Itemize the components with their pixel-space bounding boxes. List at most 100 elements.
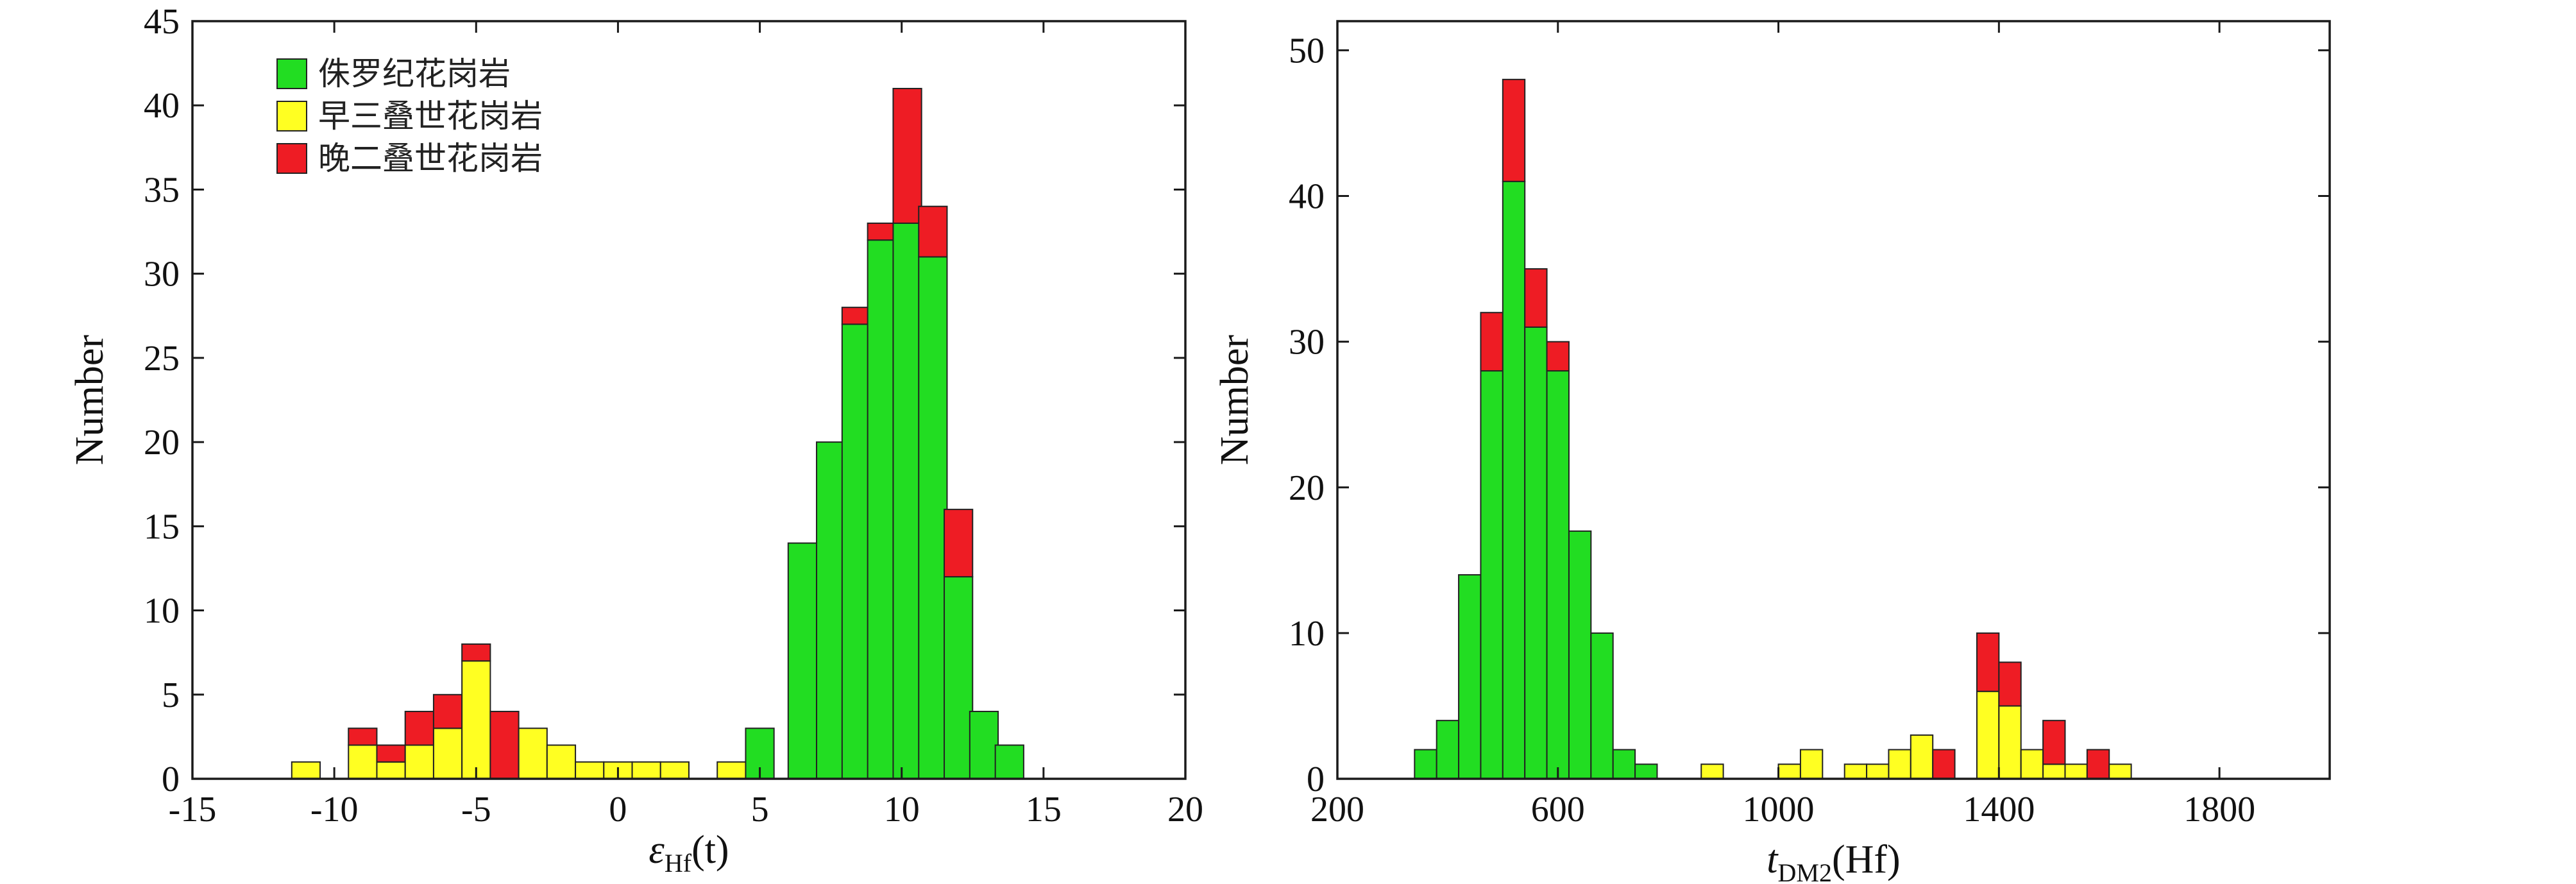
bar-jurassic (1502, 180, 1526, 780)
bar-early-triassic (2042, 763, 2066, 779)
y-tick-label: 30 (1289, 323, 1325, 362)
bar-late-permian (461, 643, 491, 662)
bar-late-permian (1976, 632, 2000, 692)
y-axis-label: Number (68, 335, 112, 466)
bar-late-permian (1998, 661, 2022, 707)
bar-early-triassic (659, 761, 690, 780)
bar-early-triassic (716, 761, 747, 780)
y-tick-label: 10 (144, 591, 180, 631)
bar-late-permian (1932, 749, 1956, 779)
bar-jurassic (994, 744, 1024, 779)
bar-early-triassic (518, 727, 548, 780)
y-tick-label: 50 (1289, 31, 1325, 71)
x-tick-label: 10 (884, 790, 920, 829)
bars (291, 87, 1024, 780)
bar-early-triassic (461, 660, 491, 780)
x-tick-label: -10 (310, 790, 359, 829)
bar-jurassic (1546, 370, 1570, 779)
x-tick-label: 600 (1531, 790, 1585, 829)
bar-late-permian (841, 307, 872, 325)
x-tick-label: 1000 (1743, 790, 1815, 829)
legend-label: 早三叠世花岗岩 (318, 98, 543, 135)
bar-late-permian (2086, 749, 2110, 779)
bar-late-permian (404, 711, 434, 746)
x-axis-label-main: ε (648, 828, 665, 872)
bar-jurassic (918, 256, 948, 779)
bar-jurassic (1458, 574, 1482, 779)
chart-ehf: -15 -10 -5 0 5 10 15 20 0 5 10 15 20 25 30 35 40 45 Number… (68, 2, 1203, 878)
x-axis-label-subscript: DM2 (1778, 858, 1832, 884)
bar-late-permian (1546, 341, 1570, 372)
bar-jurassic (1634, 763, 1658, 779)
bar-jurassic (1414, 749, 1437, 779)
bar-jurassic (1436, 720, 1460, 779)
x-axis-label: εHf(t) (648, 828, 729, 878)
bar-late-permian (918, 205, 948, 258)
bar-jurassic (816, 441, 846, 779)
y-tick-label: 45 (144, 2, 180, 42)
x-tick-label: -5 (461, 790, 491, 829)
bar-early-triassic (432, 727, 463, 780)
bar-jurassic (787, 542, 818, 779)
plot-frame (1336, 20, 2331, 780)
x-tick-label: 15 (1026, 790, 1062, 829)
y-tick-label: 25 (144, 339, 180, 378)
bar-early-triassic (291, 761, 321, 780)
x-axis-label-tail: (t) (691, 828, 729, 872)
bar-jurassic (1480, 370, 1504, 779)
x-tick-label: 5 (751, 790, 769, 829)
plot-frame (191, 20, 1187, 780)
bar-late-permian (432, 693, 463, 729)
bar-early-triassic (631, 761, 661, 780)
bar-early-triassic (404, 744, 434, 779)
bar-early-triassic (1777, 763, 1801, 779)
bar-early-triassic (1888, 749, 1911, 779)
bar-early-triassic (1998, 705, 2022, 779)
y-axis-label: Number (1213, 335, 1257, 466)
bar-jurassic (1590, 632, 1614, 780)
bar-early-triassic (1976, 690, 2000, 779)
x-axis-label-subscript: Hf (665, 849, 692, 878)
legend-swatch-early-triassic (276, 101, 307, 132)
bar-jurassic (841, 323, 872, 779)
bar-early-triassic (1700, 763, 1724, 779)
bar-late-permian (1524, 268, 1548, 328)
x-axis-label: tDM2(Hf) (1767, 838, 1900, 884)
bar-early-triassic (1866, 763, 1890, 779)
y-tick-label: 10 (1289, 614, 1325, 654)
x-tick-label: -15 (169, 790, 217, 829)
legend-label: 晚二叠世花岗岩 (318, 140, 543, 177)
bar-late-permian (489, 711, 520, 779)
bar-jurassic (867, 239, 897, 779)
legend-label: 侏罗纪花岗岩 (318, 55, 511, 92)
bars (1414, 78, 2132, 780)
bar-jurassic (969, 711, 999, 779)
bar-late-permian (892, 87, 922, 224)
y-tick-label: 0 (1307, 760, 1325, 799)
y-tick-label: 0 (162, 760, 180, 799)
legend-swatch-late-permian (276, 143, 307, 174)
y-tick-label: 40 (144, 86, 180, 126)
y-tick-label: 20 (1289, 468, 1325, 508)
bar-early-triassic (546, 744, 577, 779)
x-tick-label: 200 (1310, 790, 1364, 829)
bar-late-permian (1480, 312, 1504, 372)
bar-jurassic (1568, 530, 1592, 780)
bar-late-permian (1502, 78, 1526, 182)
bar-jurassic (1524, 326, 1548, 779)
x-tick-label: 0 (609, 790, 627, 829)
bar-early-triassic (2108, 763, 2132, 779)
x-axis-label-tail: (Hf) (1832, 838, 1901, 881)
x-tick-label: 1400 (1963, 790, 2035, 829)
bar-late-permian (376, 744, 406, 763)
y-tick-label: 20 (144, 423, 180, 463)
x-tick-label: 1800 (2183, 790, 2255, 829)
y-tick-label: 15 (144, 507, 180, 547)
bar-early-triassic (575, 761, 605, 780)
y-tick-label: 5 (162, 676, 180, 715)
bar-early-triassic (2020, 749, 2044, 779)
bar-late-permian (348, 727, 378, 746)
y-tick-label: 30 (144, 255, 180, 294)
bar-jurassic (892, 222, 922, 779)
bar-jurassic (1612, 749, 1636, 779)
